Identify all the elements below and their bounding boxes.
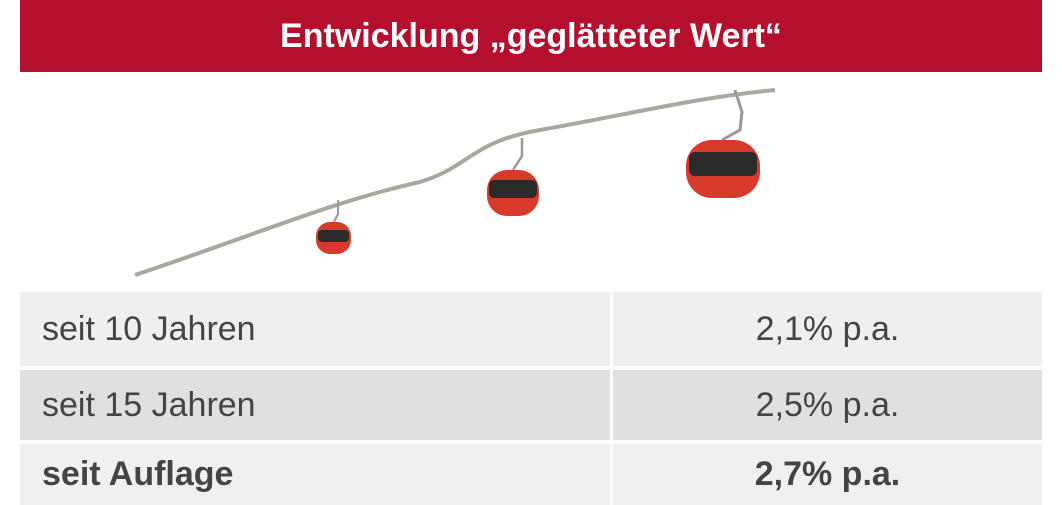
gondola-illustration	[134, 88, 776, 277]
period: seit 15 Jahren	[42, 385, 256, 424]
return: 2,1% p.a.	[755, 309, 900, 348]
cable	[134, 88, 776, 277]
gondola-medium	[487, 138, 539, 216]
value-cell: 2,1% p.a.	[610, 292, 1042, 366]
value-cell: 2,5% p.a.	[610, 370, 1042, 440]
value-cell: 2,7% p.a.	[610, 444, 1042, 505]
title-bar: Entwicklung „geglätteter Wert“	[20, 0, 1042, 72]
table-row: seit Auflage 2,7% p.a.	[20, 444, 1042, 505]
title: Entwicklung „geglätteter Wert“	[280, 16, 782, 55]
return: 2,7% p.a.	[754, 455, 901, 493]
label-cell: seit 10 Jahren	[20, 292, 610, 366]
label-cell: seit 15 Jahren	[20, 370, 610, 440]
period: seit 10 Jahren	[42, 309, 256, 348]
return: 2,5% p.a.	[755, 385, 900, 424]
gondola-small	[316, 200, 351, 254]
period: seit Auflage	[42, 455, 234, 493]
table-row: seit 10 Jahren 2,1% p.a.	[20, 292, 1042, 366]
label-cell: seit Auflage	[20, 444, 610, 505]
gondola-large	[686, 89, 760, 198]
table-row: seit 15 Jahren 2,5% p.a.	[20, 370, 1042, 440]
